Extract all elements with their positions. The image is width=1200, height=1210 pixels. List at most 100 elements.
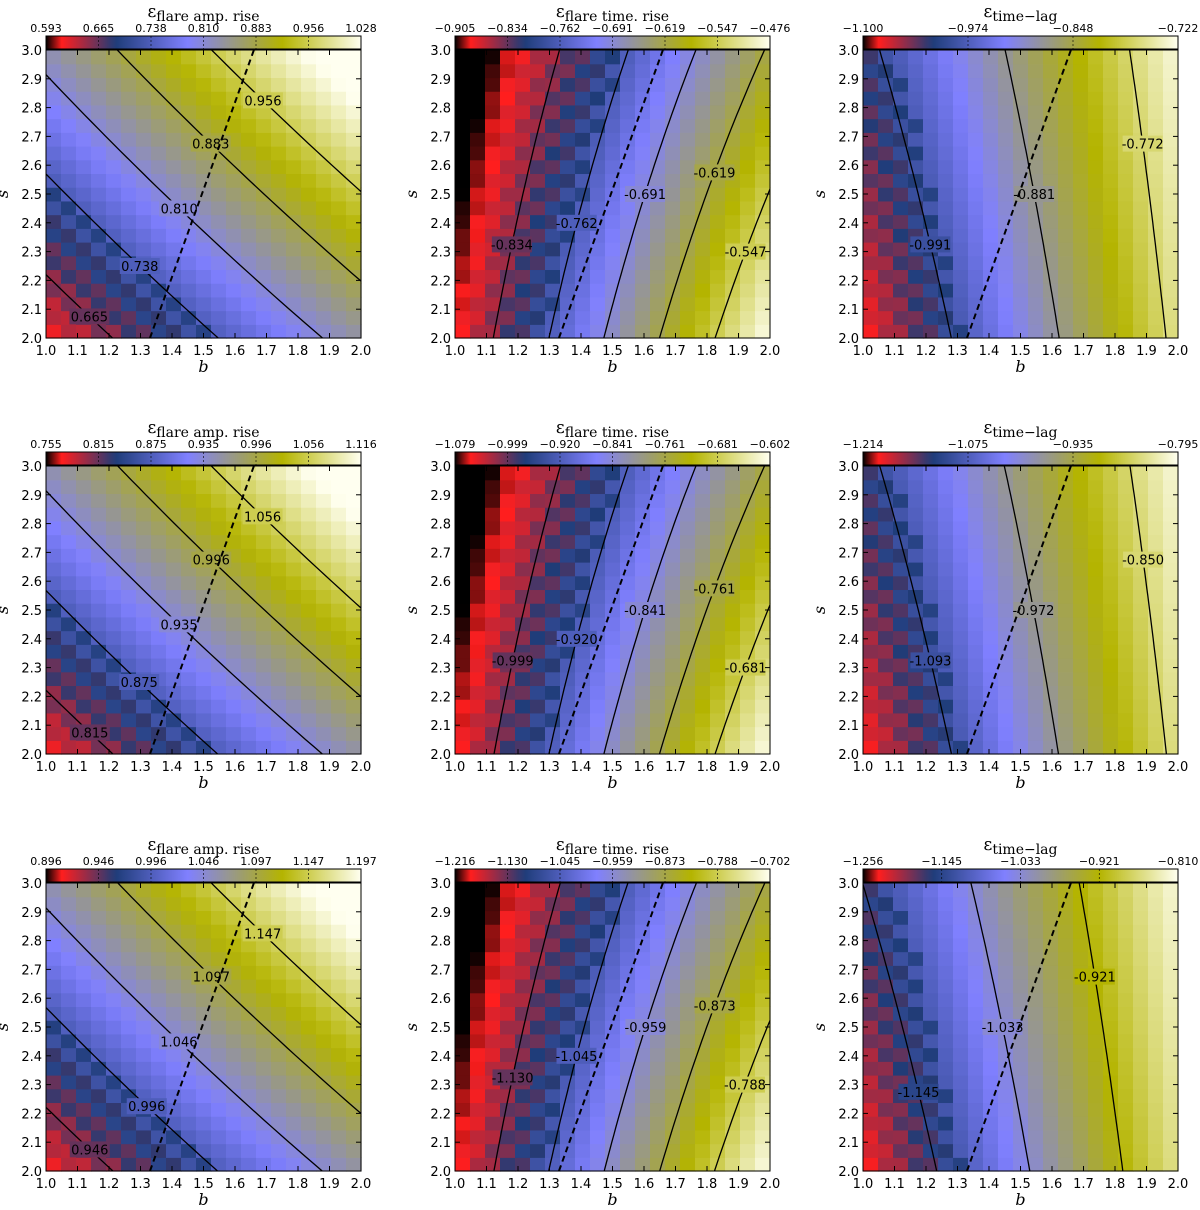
heatmap-cell: [500, 712, 516, 728]
heatmap-cell: [605, 159, 621, 175]
heatmap-cell: [635, 104, 651, 120]
heatmap-cell: [485, 937, 501, 953]
heatmap-cell: [605, 616, 621, 632]
heatmap-cell: [863, 146, 879, 161]
heatmap-cell: [893, 1020, 909, 1035]
heatmap-cell: [953, 1033, 969, 1049]
heatmap-cell: [181, 1047, 197, 1062]
heatmap-cell: [470, 104, 486, 120]
heatmap-cell: [620, 479, 636, 495]
contour-label-bg: [556, 630, 597, 647]
heatmap-cell: [455, 992, 471, 1008]
heatmap-cell: [635, 992, 651, 1008]
heatmap-cell: [908, 685, 924, 700]
heatmap-cell: [1103, 992, 1119, 1008]
heatmap-cell: [1133, 1116, 1149, 1131]
heatmap-cell: [893, 965, 909, 980]
contour-label-bg: [625, 186, 666, 202]
heatmap-cell: [151, 534, 167, 549]
heatmap-cell: [983, 159, 999, 175]
heatmap-cell: [211, 1143, 227, 1158]
heatmap-cell: [1028, 118, 1044, 133]
heatmap-cell: [575, 924, 591, 939]
heatmap-cell: [1118, 896, 1134, 912]
heatmap-cell: [1133, 924, 1149, 939]
heatmap-cell: [151, 630, 167, 645]
heatmap-cell: [968, 200, 984, 216]
heatmap-cell: [545, 173, 561, 188]
heatmap-cell: [286, 951, 302, 966]
heatmap-cell: [863, 118, 879, 133]
heatmap-cell: [1133, 200, 1149, 216]
heatmap-cell: [1073, 1129, 1089, 1145]
heatmap-cell: [316, 644, 332, 659]
heatmap-cell: [695, 1061, 711, 1076]
contour-label: -1.145: [898, 1086, 940, 1101]
colorbar-tick-label: −0.935: [1053, 438, 1094, 451]
heatmap-cell: [1013, 1075, 1029, 1090]
heatmap-cell: [590, 1143, 606, 1158]
heatmap-cell: [1088, 1075, 1104, 1090]
heatmap-cell: [316, 50, 332, 65]
heatmap-cell: [181, 255, 197, 271]
heatmap-cell: [301, 548, 317, 563]
heatmap-cell: [316, 699, 332, 714]
heatmap-cell: [530, 992, 546, 1008]
heatmap-cell: [725, 924, 741, 939]
heatmap-cell: [665, 965, 681, 980]
heatmap-cell: [998, 1102, 1014, 1117]
heatmap-cell: [1058, 283, 1074, 298]
heatmap-cell: [695, 214, 711, 229]
heatmap-cell: [226, 534, 242, 549]
heatmap-cell: [76, 118, 92, 133]
contour-line: [46, 489, 323, 754]
heatmap-cell: [76, 910, 92, 925]
heatmap-cell: [301, 242, 317, 257]
heatmap-cell: [1058, 1102, 1074, 1117]
heatmap-cell: [61, 1061, 77, 1076]
heatmap-cell: [241, 1047, 257, 1062]
heatmap-cell: [590, 324, 606, 339]
heatmap-cell: [878, 1033, 894, 1049]
heatmap-cell: [878, 118, 894, 133]
heatmap-cell: [271, 685, 287, 700]
heatmap-cell: [226, 740, 242, 755]
y-tick-label: 2.0: [21, 332, 42, 347]
heatmap-cell: [968, 910, 984, 925]
heatmap-cell: [500, 466, 516, 481]
heatmap-cell: [485, 1157, 501, 1172]
heatmap-cell: [1103, 1047, 1119, 1062]
y-tick-label: 2.7: [838, 546, 859, 561]
y-tick-label: 2.9: [838, 489, 859, 504]
heatmap-cell: [695, 562, 711, 577]
heatmap-cell: [136, 1157, 152, 1172]
heatmap-cell: [1148, 479, 1164, 495]
heatmap-cell: [908, 1033, 924, 1049]
heatmap-cell: [1028, 493, 1044, 508]
heatmap-cell: [545, 685, 561, 700]
heatmap-cell: [226, 910, 242, 925]
heatmap-cell: [893, 91, 909, 106]
heatmap-cell: [500, 740, 516, 755]
heatmap-cell: [1103, 644, 1119, 659]
colorbar-tick-label: −0.999: [487, 438, 528, 451]
heatmap-cell: [121, 146, 137, 161]
heatmap-cell: [725, 296, 741, 312]
heatmap-cell: [590, 146, 606, 161]
heatmap-cell: [968, 1116, 984, 1131]
heatmap-cell: [301, 589, 317, 604]
contour-label: 1.147: [244, 927, 281, 942]
heatmap-cell: [1088, 520, 1104, 536]
heatmap-cell: [331, 50, 347, 65]
heatmap-cell: [998, 603, 1014, 618]
heatmap-cell: [605, 283, 621, 298]
heatmap-cell: [530, 1033, 546, 1049]
heatmap-cell: [1133, 616, 1149, 632]
heatmap-cell: [46, 159, 62, 175]
heatmap-cell: [1103, 187, 1119, 202]
heatmap-cell: [46, 173, 62, 188]
heatmap-cell: [740, 187, 756, 202]
heatmap-cell: [635, 466, 651, 481]
x-tick-label: 1.7: [256, 344, 277, 359]
heatmap-cell: [575, 603, 591, 618]
